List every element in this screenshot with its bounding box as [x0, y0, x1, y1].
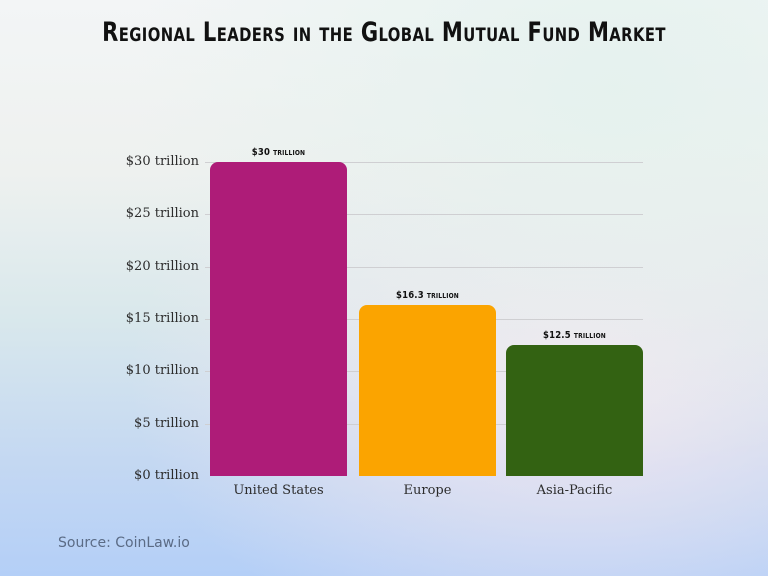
- x-axis-category-label: Europe: [403, 483, 452, 498]
- chart-title: Regional Leaders in the Global Mutual Fu…: [102, 17, 666, 48]
- y-axis-tick-label: $10 trillion: [125, 363, 199, 378]
- bar-united-states: [210, 162, 347, 476]
- bar-value-label: $12.5 trillion: [543, 330, 606, 341]
- gridline: [205, 162, 643, 163]
- y-axis-tick-label: $15 trillion: [125, 311, 199, 326]
- gridline: [205, 267, 643, 268]
- y-axis-tick-label: $25 trillion: [125, 206, 199, 221]
- bar-asia-pacific: [506, 345, 643, 476]
- bar-europe: [359, 305, 496, 476]
- y-axis-tick-label: $20 trillion: [125, 259, 199, 274]
- x-axis-category-label: United States: [233, 483, 324, 498]
- bar-value-label: $16.3 trillion: [396, 290, 459, 301]
- source-note: Source: CoinLaw.io: [58, 535, 190, 551]
- y-axis-tick-label: $0 trillion: [134, 468, 199, 483]
- y-axis-tick-label: $30 trillion: [125, 154, 199, 169]
- x-axis-category-label: Asia-Pacific: [536, 483, 613, 498]
- y-axis-tick-label: $5 trillion: [134, 416, 199, 431]
- gridline: [205, 214, 643, 215]
- bar-value-label: $30 trillion: [251, 147, 306, 158]
